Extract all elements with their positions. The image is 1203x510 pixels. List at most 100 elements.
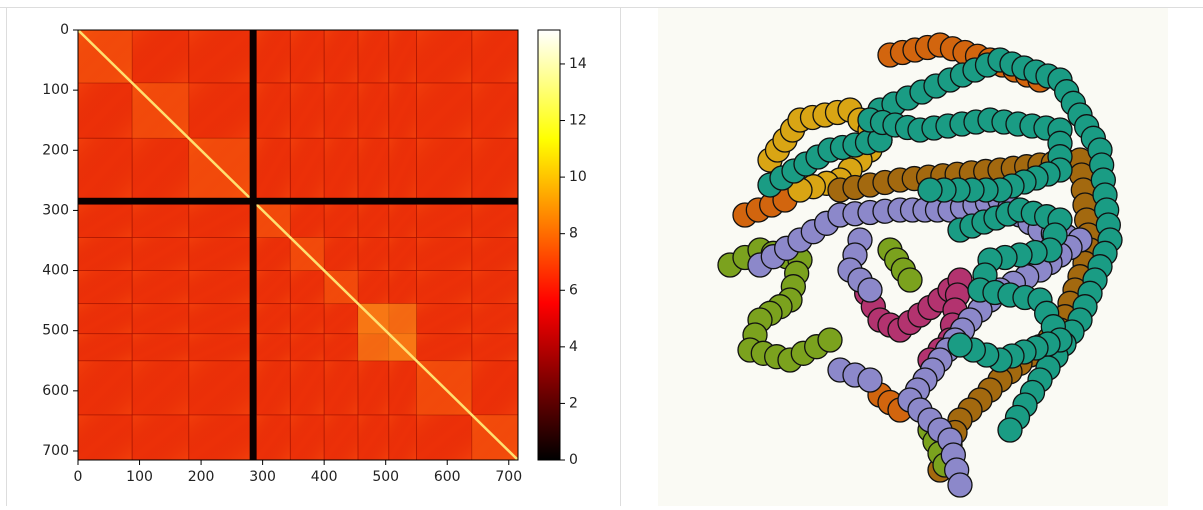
heatmap-block (131, 414, 190, 460)
heatmap-block (131, 30, 190, 84)
heatmap-block (78, 414, 133, 460)
y-tick-label: 400 (42, 263, 69, 279)
heatmap-block (357, 137, 390, 199)
y-tick-label: 200 (42, 142, 69, 158)
heatmap-block (256, 30, 291, 84)
heatmap-block (131, 360, 190, 416)
colorbar (537, 29, 561, 461)
colorbar-tick-label: 6 (569, 282, 578, 298)
heatmap-block (388, 303, 417, 335)
heatmap-block (388, 30, 417, 84)
heatmap-block (131, 237, 190, 271)
heatmap-block (256, 237, 291, 271)
heatmap-block (471, 137, 518, 199)
heatmap-block (388, 270, 417, 305)
heatmap-block (256, 333, 291, 362)
colorbar-tick-label: 0 (569, 452, 578, 468)
heatmap-block (357, 270, 390, 305)
heatmap-block (357, 204, 390, 238)
heatmap-image (78, 30, 518, 460)
heatmap-block (256, 82, 291, 139)
heatmap-block (323, 204, 359, 238)
y-tick-label: 700 (42, 443, 69, 459)
heatmap-block (78, 237, 133, 271)
heatmap-block (78, 82, 133, 139)
heatmap-block (357, 30, 390, 84)
heatmap-block (416, 270, 473, 305)
masked-column (249, 30, 257, 460)
heatmap-block (323, 414, 359, 460)
heatmap-block (289, 333, 325, 362)
heatmap-block (388, 137, 417, 199)
x-tick-label: 200 (188, 469, 215, 485)
x-tick-label: 400 (311, 469, 338, 485)
heatmap-block (416, 30, 473, 84)
colorbar-tick-label: 4 (569, 339, 578, 355)
heatmap-block (416, 303, 473, 335)
y-tick-label: 500 (42, 323, 69, 339)
heatmap-block (289, 360, 325, 416)
y-tick-label: 300 (42, 202, 69, 218)
heatmap-block (188, 360, 251, 416)
heatmap-block (289, 204, 325, 238)
x-tick-label: 700 (495, 469, 522, 485)
bead (897, 267, 923, 293)
bead-render (717, 32, 1123, 498)
heatmap-block (323, 82, 359, 139)
heatmap-block (131, 333, 190, 362)
heatmap-block (256, 270, 291, 305)
bead (817, 327, 843, 353)
x-tick-label: 0 (74, 469, 83, 485)
colorbar-tick-label: 2 (569, 395, 578, 411)
heatmap-block (416, 237, 473, 271)
heatmap-block (188, 333, 251, 362)
heatmap-block (78, 204, 133, 238)
heatmap-block (357, 82, 390, 139)
colorbar-tick-label: 8 (569, 226, 578, 242)
heatmap-block (131, 270, 190, 305)
heatmap-block (323, 137, 359, 199)
heatmap-block (471, 82, 518, 139)
heatmap-block (416, 137, 473, 199)
heatmap-block (188, 414, 251, 460)
heatmap-block (188, 30, 251, 84)
heatmap-block (78, 333, 133, 362)
colorbar-tick-label: 12 (569, 113, 587, 129)
heatmap-block (388, 237, 417, 271)
bead (947, 332, 973, 358)
heatmap-block (188, 303, 251, 335)
axes: 0 100 200 300 400 500 600 700010020030040050060… (42, 22, 587, 485)
heatmap-block (256, 137, 291, 199)
heatmap-block (289, 303, 325, 335)
heatmap-block (78, 303, 133, 335)
heatmap-block (471, 237, 518, 271)
heatmap-block (289, 137, 325, 199)
bead (917, 177, 943, 203)
heatmap-block (357, 414, 390, 460)
heatmap-block (256, 360, 291, 416)
heatmap-block (323, 360, 359, 416)
x-tick-label: 500 (372, 469, 399, 485)
heatmap-block (289, 414, 325, 460)
heatmap-block (471, 360, 518, 416)
colorbar-tick-label: 10 (569, 169, 587, 185)
masked-row (78, 197, 518, 205)
heatmap-block (416, 204, 473, 238)
y-tick-label: 100 (42, 82, 69, 98)
plot-frame (77, 29, 519, 461)
heatmap-block (131, 204, 190, 238)
x-tick-label: 600 (434, 469, 461, 485)
heatmap-block (188, 204, 251, 238)
y-tick-label: 0 (60, 22, 69, 38)
heatmap-block (388, 360, 417, 416)
x-tick-label: 300 (249, 469, 276, 485)
bead (857, 277, 883, 303)
heatmap-block (131, 303, 190, 335)
heatmap-block (388, 414, 417, 460)
heatmap-block (357, 237, 390, 271)
heatmap-block (357, 360, 390, 416)
diagonal (78, 30, 518, 460)
heatmap-block (188, 237, 251, 271)
heatmap-block (78, 270, 133, 305)
